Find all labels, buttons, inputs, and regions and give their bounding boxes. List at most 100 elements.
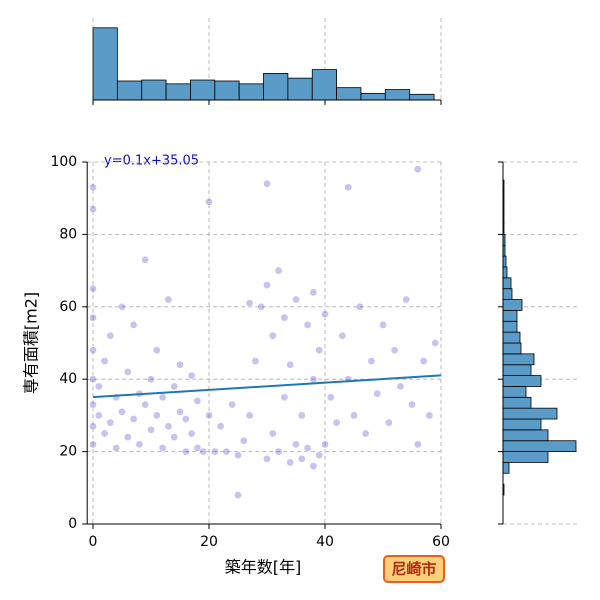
point [216,422,225,431]
point [408,400,416,409]
point [413,165,422,174]
right-hist-bar [502,353,535,366]
point [193,444,202,452]
point [210,447,219,456]
top-hist-bar [409,93,435,101]
right-hist-bar [502,331,521,344]
x-tick-label: 40 [316,534,334,550]
point [158,444,167,452]
point [141,400,150,409]
point [89,183,97,192]
point [118,302,126,311]
point [170,433,179,441]
point [379,321,387,329]
point [152,411,161,420]
y-tick-label: 100 [50,154,77,170]
point [106,331,115,340]
top-hist-bar [311,69,337,101]
point [263,179,271,188]
right-hist-bar [502,310,518,322]
regression-label: y=0.1x+35.05 [104,154,199,169]
point [89,400,97,409]
point [268,429,277,438]
right-hist-bar [502,277,512,290]
point [309,288,318,297]
point [321,310,329,318]
point [181,415,190,423]
right-hist-bar [502,462,510,474]
top-hist-bar [214,80,240,101]
right-hist-bar [502,320,518,333]
point [222,447,231,456]
point [315,346,324,355]
point [89,422,97,431]
top-hist-bar [360,92,386,101]
point [100,429,109,438]
right-hist-bar [502,386,527,398]
point [129,415,138,423]
point [286,360,295,369]
point [205,197,213,206]
point [321,440,329,449]
right-hist-bar [502,429,549,442]
point [193,397,202,405]
point [89,205,97,213]
point [361,429,370,438]
point [164,422,173,431]
point [292,440,300,449]
point [89,284,97,293]
point [332,418,341,427]
point [355,302,364,311]
y-tick-label: 60 [59,299,77,315]
point [199,447,208,456]
x-tick-label: 20 [200,534,218,550]
point [425,411,434,420]
point [234,491,242,499]
point [303,321,312,329]
top-hist-bar [116,80,143,101]
top-hist-bar [336,87,362,101]
point [94,411,103,420]
top-hist-bar [165,83,191,101]
right-hist-bar [502,364,532,376]
right-hist-bar [502,451,549,463]
point [431,339,440,347]
x-tick-label: 60 [432,534,450,550]
regression-line [92,374,442,399]
point [344,183,353,192]
point [384,418,393,427]
point [297,454,306,463]
point [297,411,306,420]
point [274,266,283,275]
point [118,407,126,416]
point [106,418,115,427]
point [239,436,248,445]
point [402,295,411,304]
point [100,357,109,365]
point [350,411,358,420]
point [257,302,266,311]
x-tick-label: 0 [89,534,98,550]
point [89,375,97,384]
y-axis-label: 専有面積[m2] [22,292,41,394]
point [228,400,237,409]
point [245,411,254,420]
point [274,447,283,456]
point [309,375,318,384]
point [135,440,144,449]
point [94,382,103,391]
right-hist-bar [502,342,522,355]
right-hist-bar [502,440,577,452]
top-hist-bar [190,79,216,101]
top-hist-bar [92,27,118,101]
point [152,346,161,355]
top-hist-bar [384,89,411,101]
y-tick-label: 80 [59,226,77,242]
point [176,407,184,416]
point [396,382,405,391]
point [123,433,132,441]
point [205,411,213,420]
x-axis-label: 築年数[年] [225,558,302,577]
y-tick-label: 0 [68,516,77,532]
